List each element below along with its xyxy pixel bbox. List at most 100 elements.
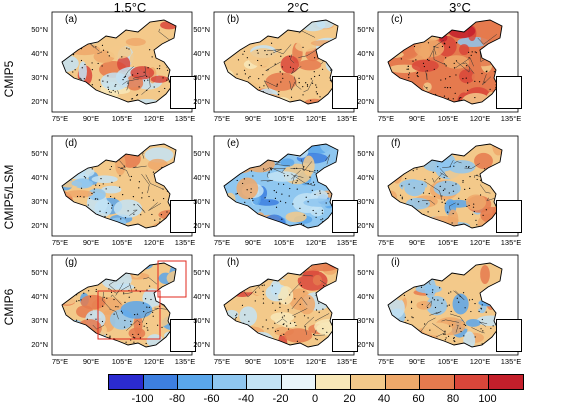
- province-boundary: [263, 167, 285, 174]
- significance-dot: [256, 49, 258, 52]
- significance-dot: [274, 63, 276, 65]
- significance-dot: [483, 292, 485, 294]
- significance-dot: [444, 188, 446, 190]
- country-outline: [387, 143, 503, 229]
- colorbar-segment: [143, 375, 179, 389]
- province-boundary: [99, 29, 101, 35]
- significance-dot: [164, 52, 166, 54]
- country-outline: [223, 262, 339, 348]
- colorbar: [108, 374, 524, 390]
- anomaly-patch: [388, 190, 397, 203]
- anomaly-patch: [480, 265, 490, 284]
- significance-dot: [87, 204, 89, 206]
- significance-dot: [267, 328, 269, 330]
- significance-dot: [114, 91, 116, 93]
- province-boundary: [137, 203, 146, 214]
- significance-dot: [270, 42, 273, 44]
- longitude-label: 135°E: [500, 114, 522, 123]
- significance-dot: [142, 302, 144, 304]
- significance-dot: [495, 304, 497, 306]
- significance-dot: [407, 319, 409, 321]
- anomaly-patch: [96, 20, 111, 28]
- significance-dot: [242, 206, 244, 208]
- significance-dot: [459, 327, 461, 329]
- province-boundary: [117, 90, 120, 95]
- province-boundary: [456, 61, 470, 73]
- significance-dot: [491, 297, 493, 299]
- significance-dot: [274, 330, 277, 333]
- significance-dot: [257, 52, 259, 54]
- significance-dot: [445, 65, 447, 67]
- significance-dot: [279, 303, 281, 305]
- significance-dot: [164, 341, 166, 343]
- significance-dot: [83, 196, 85, 198]
- significance-dot: [439, 178, 441, 180]
- significance-dot: [482, 214, 484, 216]
- anomaly-patch: [68, 274, 99, 284]
- significance-dot: [271, 285, 274, 287]
- significance-dot: [238, 285, 240, 287]
- significance-dot: [413, 45, 416, 48]
- significance-dot: [330, 69, 332, 71]
- significance-dot: [80, 59, 83, 62]
- significance-dot: [401, 185, 403, 187]
- significance-dot: [452, 212, 454, 215]
- anomaly-patch: [458, 44, 470, 56]
- province-boundary: [426, 300, 432, 308]
- province-boundary: [332, 291, 338, 303]
- significance-dot: [136, 94, 139, 96]
- significance-dot: [492, 171, 494, 173]
- significance-dot: [313, 184, 316, 186]
- significance-dot: [248, 320, 250, 322]
- significance-dot: [75, 300, 78, 302]
- significance-dot: [410, 301, 413, 304]
- significance-dot: [129, 179, 131, 181]
- significance-dot: [91, 192, 93, 195]
- colorbar-segment: [489, 375, 523, 389]
- anomaly-patch: [72, 38, 99, 45]
- significance-dot: [101, 44, 104, 46]
- significance-dot: [145, 342, 147, 345]
- significance-dot: [266, 53, 268, 56]
- significance-dot: [137, 333, 139, 335]
- latitude-label: 20°N: [193, 221, 210, 230]
- longitude-label: 135°E: [174, 357, 196, 366]
- significance-dot: [133, 213, 135, 215]
- significance-dot: [121, 56, 123, 58]
- latitude-label: 30°N: [31, 316, 48, 325]
- significance-dot: [453, 165, 455, 167]
- significance-dot: [163, 177, 165, 179]
- significance-dot: [271, 344, 273, 346]
- province-boundary: [122, 283, 133, 295]
- province-boundary: [289, 281, 301, 294]
- significance-dot: [433, 220, 435, 222]
- significance-dot: [91, 84, 93, 86]
- significance-dot: [433, 299, 435, 301]
- significance-dot: [429, 224, 431, 227]
- longitude-label: 120°E: [143, 238, 165, 247]
- significance-dot: [319, 96, 321, 98]
- significance-dot: [110, 207, 113, 209]
- province-boundary: [145, 174, 164, 190]
- significance-dot: [416, 72, 419, 74]
- significance-dot: [130, 175, 132, 178]
- significance-dot: [467, 82, 469, 84]
- significance-dot: [95, 184, 97, 186]
- anomaly-patch: [147, 158, 168, 171]
- significance-dot: [455, 74, 457, 76]
- longitude-label: 90°E: [244, 114, 262, 123]
- province-boundary: [484, 290, 502, 299]
- significance-dot: [107, 202, 109, 204]
- significance-dot: [446, 223, 448, 226]
- significance-dot: [314, 170, 316, 172]
- anomaly-patch: [131, 214, 146, 228]
- anomaly-patch: [389, 203, 398, 219]
- significance-dot: [257, 59, 259, 62]
- china-map: [51, 254, 193, 356]
- anomaly-patch: [433, 180, 461, 197]
- significance-dot: [318, 74, 320, 76]
- significance-dot: [141, 197, 143, 199]
- significance-dot: [410, 300, 413, 303]
- significance-dot: [483, 168, 486, 170]
- significance-dot: [405, 211, 407, 213]
